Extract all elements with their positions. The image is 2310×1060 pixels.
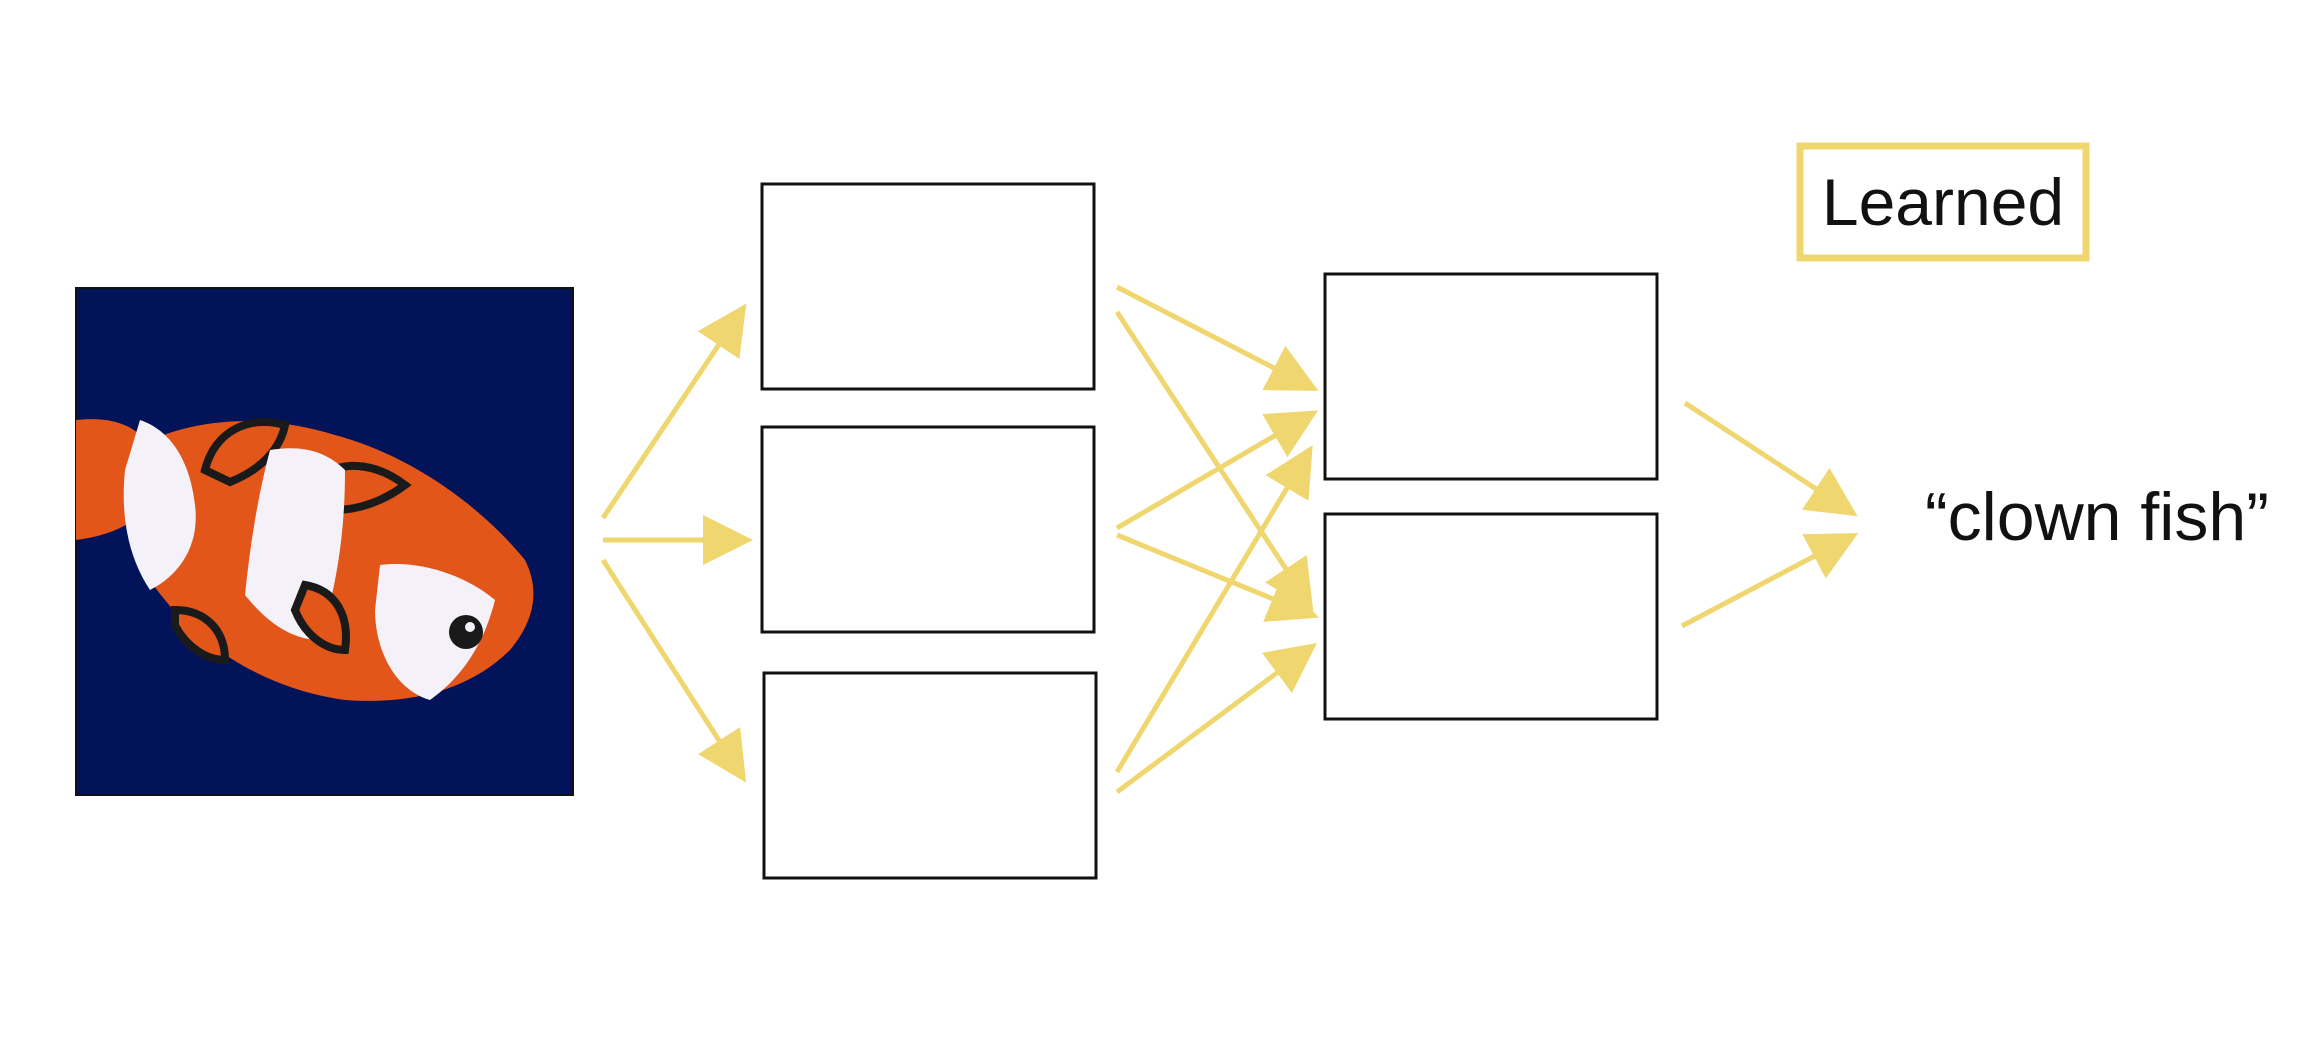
arrow-input-to-layer-1-bottom	[600, 558, 747, 783]
legend-box-border	[1796, 142, 2090, 262]
layer-2-box-2	[1323, 512, 1659, 721]
layer-1	[760, 182, 1098, 880]
layer-2	[1323, 272, 1659, 721]
arrows-layer-2-to-output	[1680, 400, 1859, 629]
arrow-l2b1-to-output	[1683, 400, 1858, 517]
arrow-l1b3-to-l2b2	[1115, 643, 1318, 795]
layer-1-box-2	[760, 425, 1096, 634]
arrow-l1b3-to-l2b1	[1114, 445, 1313, 774]
layer-2-box-1	[1323, 272, 1659, 481]
arrows-input-to-layer-1	[600, 303, 753, 783]
input-image	[75, 287, 574, 796]
arrow-l1b1-to-l2b1	[1115, 284, 1319, 391]
layer-1-box-1	[760, 182, 1096, 391]
layer-1-box-3	[762, 671, 1098, 880]
arrows-layer-1-to-layer-2	[1114, 284, 1319, 795]
arrow-l1b1-to-l2b2	[1114, 310, 1314, 611]
arrow-l1b2-to-l2b2	[1116, 532, 1319, 622]
output-label: “clown fish”	[1925, 479, 2269, 555]
arrow-input-to-layer-1-top	[600, 303, 747, 520]
arrow-l2b2-to-output	[1680, 533, 1859, 629]
arrow-l1b2-to-l2b1	[1115, 410, 1318, 531]
legend-label: Learned	[1821, 165, 2065, 239]
clownfish-icon	[76, 418, 534, 701]
